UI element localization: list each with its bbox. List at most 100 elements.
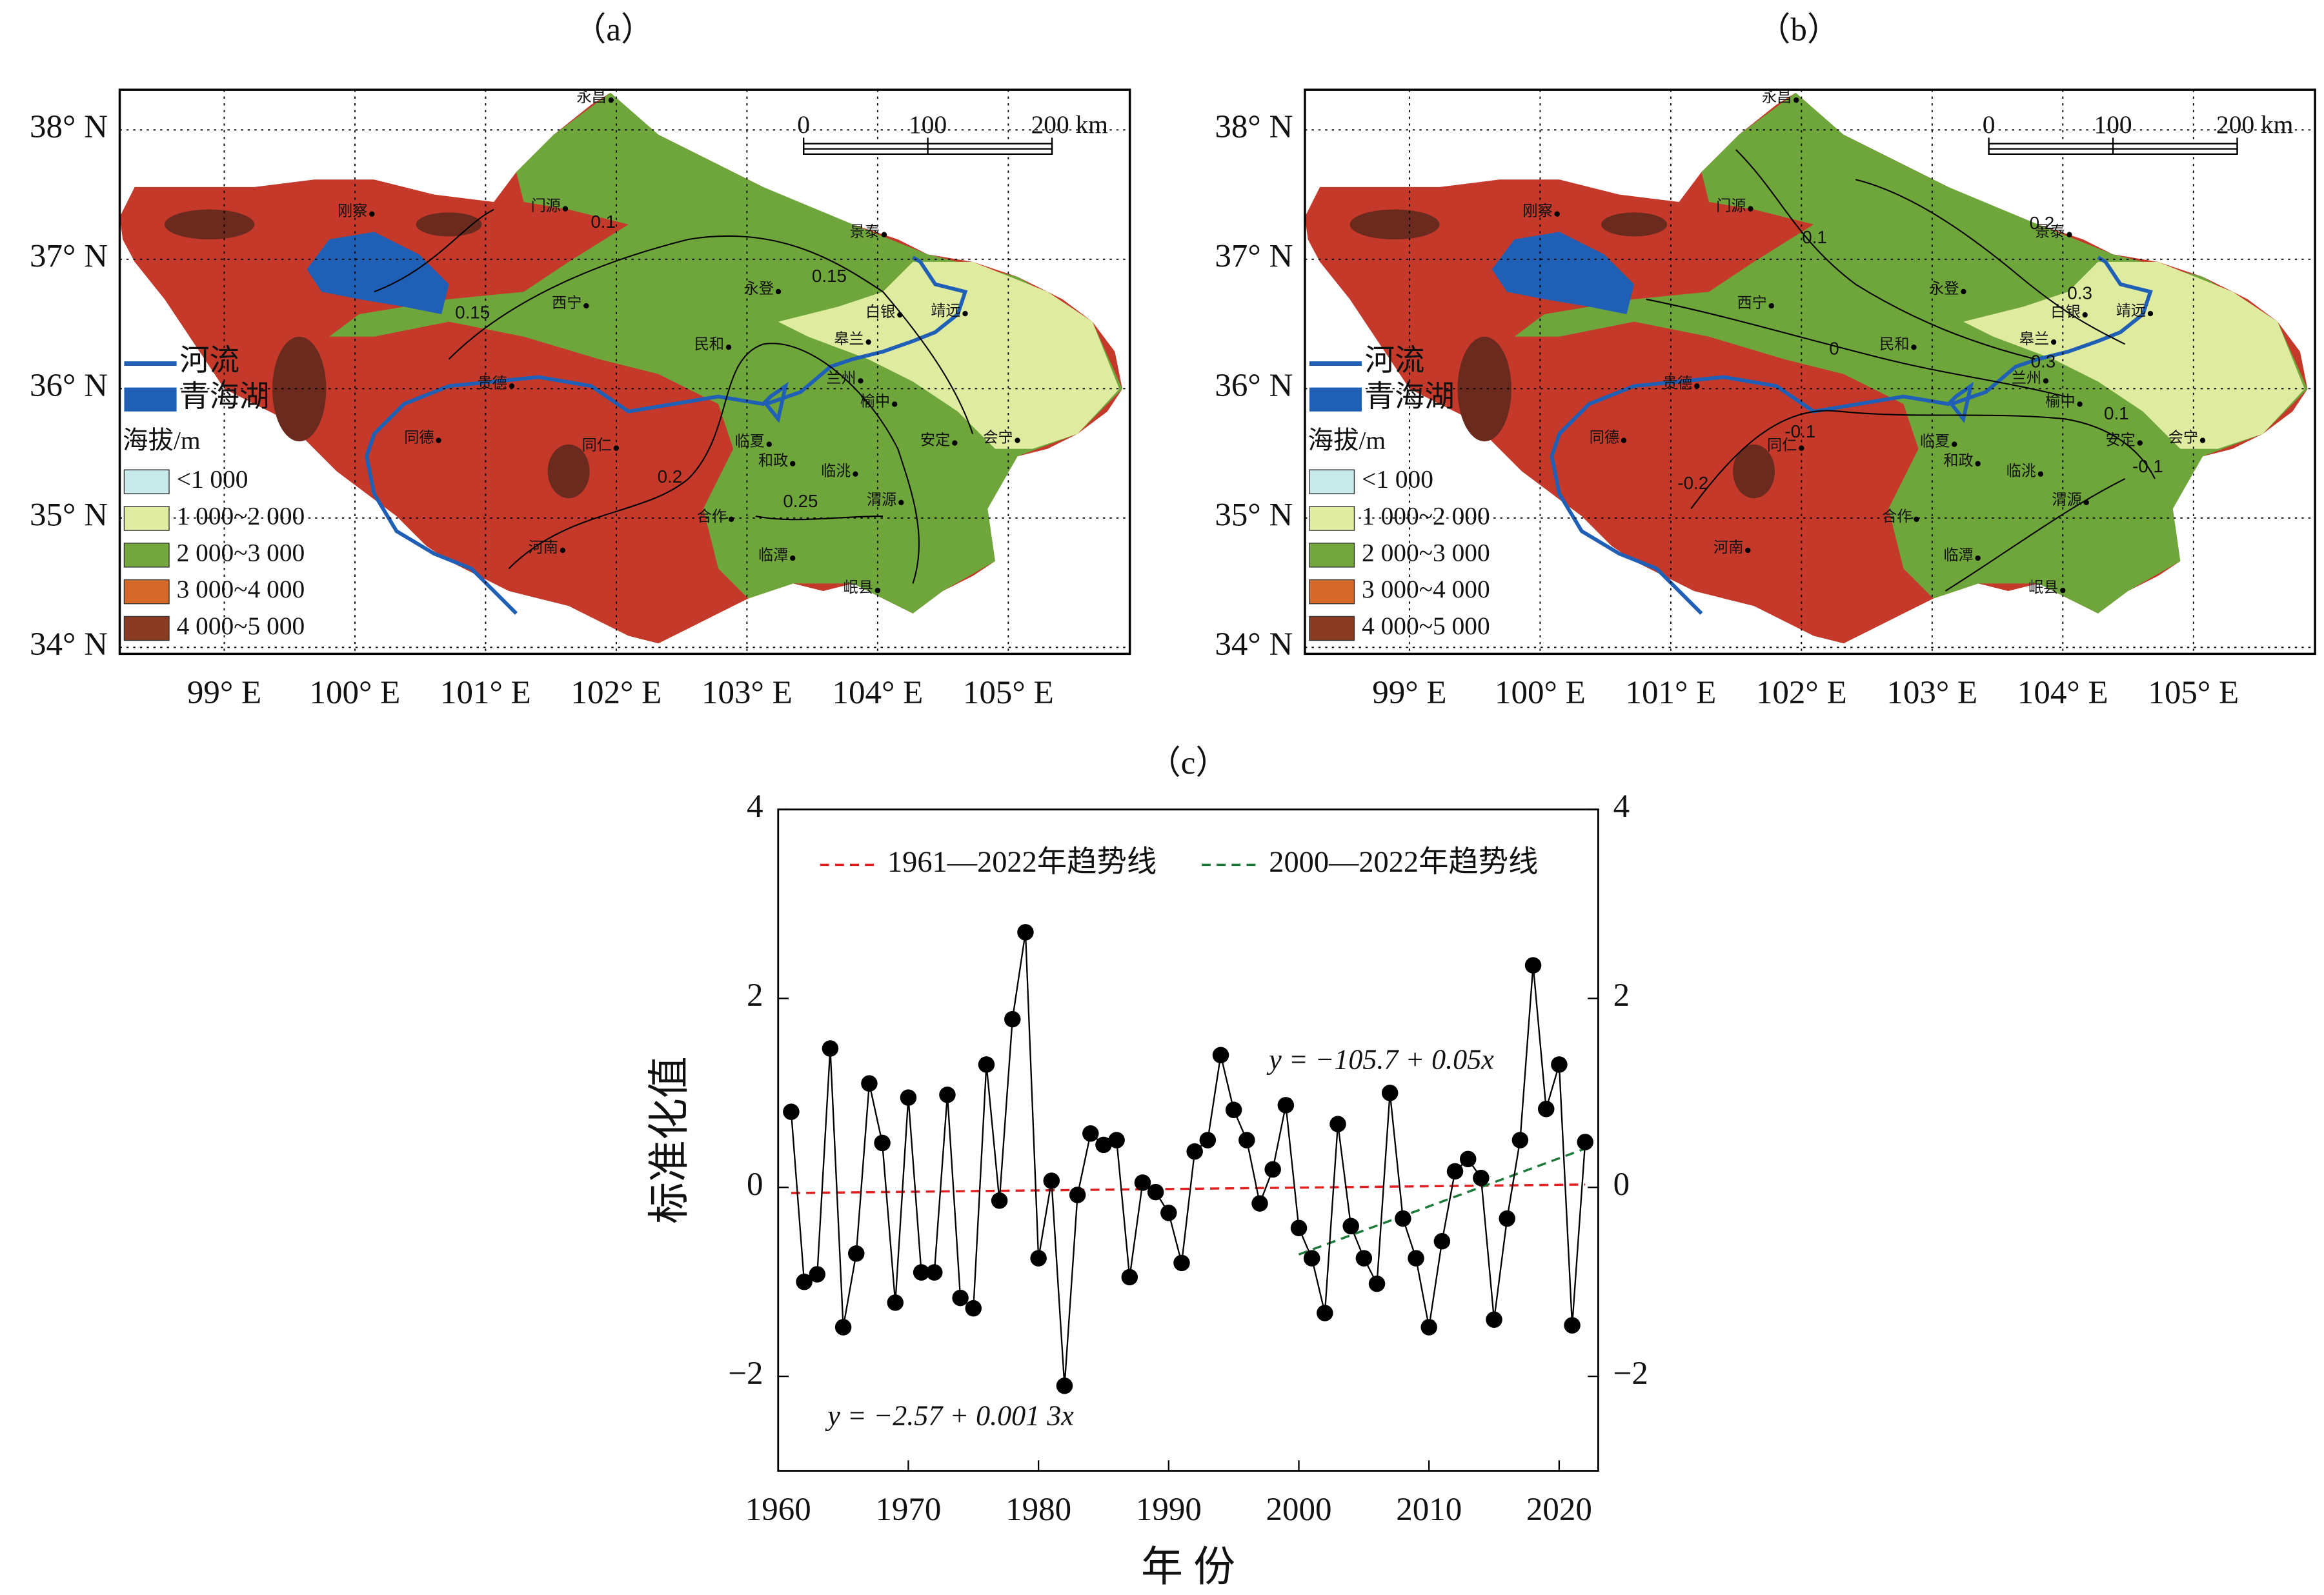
data-point — [822, 1040, 839, 1057]
city-dot — [952, 440, 958, 446]
x-tick-label: 100° E — [1495, 675, 1586, 711]
city-dot — [1768, 303, 1774, 309]
city-dot — [1975, 461, 1981, 466]
city-dot — [2060, 587, 2066, 594]
city-label: 和政 — [758, 453, 788, 470]
x-tick-label: 101° E — [440, 675, 531, 711]
data-point — [1459, 1150, 1477, 1168]
contours-b — [1646, 149, 2156, 592]
data-point — [1030, 1250, 1047, 1267]
trend-line — [1298, 1147, 1586, 1256]
data-point — [1108, 1132, 1125, 1149]
city-label: 皋兰 — [2019, 331, 2049, 348]
city-dot — [608, 97, 614, 103]
legend-label: 青海湖 — [1365, 381, 1455, 414]
city-label: 贵德 — [1662, 375, 1692, 392]
city-dot — [1554, 211, 1560, 217]
contours-a — [374, 208, 974, 584]
data-point — [1368, 1275, 1386, 1292]
data-point — [1095, 1136, 1112, 1154]
city-dot — [2037, 471, 2044, 477]
city-dot — [436, 437, 441, 443]
scale-label: 100 — [2094, 110, 2132, 139]
city-dot — [1694, 383, 1700, 389]
trend-equation: y = −2.57 + 0.001 3x — [825, 1399, 1074, 1431]
legend-label: 4 000~5 000 — [177, 612, 305, 640]
legend-label: 4 000~5 000 — [1362, 612, 1490, 640]
city-dot — [1015, 437, 1020, 443]
data-point — [1004, 1010, 1021, 1028]
city-label: 西宁 — [552, 295, 581, 312]
city-label: 民和 — [1879, 336, 1909, 353]
city-label: 同德 — [1590, 430, 1619, 446]
scale-label: 100 — [909, 110, 947, 139]
data-point — [783, 1103, 800, 1120]
data-point — [874, 1134, 891, 1152]
city-dot — [790, 555, 796, 561]
contour-label: 0.3 — [2031, 352, 2056, 372]
city-dot — [1975, 555, 1981, 561]
panel-title: （a） — [573, 12, 654, 48]
data-point — [1317, 1305, 1333, 1321]
city-label: 榆中 — [2045, 393, 2075, 410]
y-tick-label: 38° N — [30, 109, 108, 145]
city-label: 临潭 — [758, 547, 788, 564]
city-label: 景泰 — [850, 224, 880, 241]
contour-label: -0.2 — [1677, 473, 1708, 493]
city-dot — [2066, 232, 2072, 237]
data-point — [1395, 1210, 1411, 1227]
data-point — [991, 1192, 1008, 1209]
city-dot — [562, 206, 569, 212]
city-label: 岷县 — [844, 579, 873, 596]
x-tick-label: 101° E — [1625, 675, 1716, 711]
y-tick-label: 37° N — [30, 239, 108, 275]
data-point — [1225, 1101, 1242, 1118]
legend-swatch — [123, 506, 170, 531]
city-dot — [881, 232, 887, 237]
contour-label: 0.2 — [2030, 213, 2055, 233]
legend-swatch — [123, 616, 170, 641]
city-label: 合作 — [1882, 508, 1912, 525]
y-axis-label: 标准化值 — [646, 1056, 692, 1224]
city-label: 临洮 — [2006, 463, 2036, 480]
y-tick-label: 4 — [747, 788, 763, 825]
panel-title: （b） — [1757, 12, 1840, 48]
contour-label: -0.1 — [1784, 421, 1815, 441]
city-label: 渭源 — [2052, 492, 2081, 508]
data-point — [1264, 1161, 1281, 1178]
contour-label: 0.1 — [2104, 403, 2129, 423]
legend-label: 河流 — [179, 345, 239, 377]
city-dot — [725, 344, 732, 350]
data-point — [1017, 924, 1034, 941]
y-tick-label: 2 — [747, 978, 763, 1014]
city-label: 岷县 — [2028, 579, 2058, 596]
data-point — [1486, 1311, 1502, 1329]
contour-label: 0.15 — [455, 302, 490, 322]
legend-swatch — [123, 469, 170, 494]
data-point — [1069, 1187, 1086, 1203]
legend-swatch — [1309, 387, 1362, 412]
plot-frame — [777, 808, 1599, 1472]
city-dot — [858, 378, 864, 384]
legend-label: 1961—2022年趋势线 — [887, 846, 1157, 879]
contour — [1855, 179, 2126, 345]
city-dot — [613, 445, 620, 451]
legend-swatch — [1309, 506, 1355, 531]
x-tick-label: 1970 — [875, 1492, 941, 1528]
data-point — [887, 1294, 904, 1311]
city-dot — [1914, 516, 1919, 523]
city-label: 皋兰 — [834, 331, 864, 348]
contour — [374, 208, 494, 293]
city-dot — [1952, 441, 1957, 447]
y-tick-label: 0 — [747, 1167, 763, 1203]
city-dot — [897, 312, 903, 318]
city-dot — [853, 471, 858, 477]
city-dot — [583, 303, 589, 309]
chart-title: （c） — [1148, 745, 1229, 781]
legend-swatch — [1309, 579, 1355, 605]
legend-swatch — [1309, 543, 1355, 568]
city-label: 民和 — [694, 336, 724, 353]
data-point — [1511, 1132, 1529, 1149]
contour-label: 0.1 — [591, 212, 616, 232]
legend-label: 1 000~2 000 — [1362, 502, 1490, 530]
